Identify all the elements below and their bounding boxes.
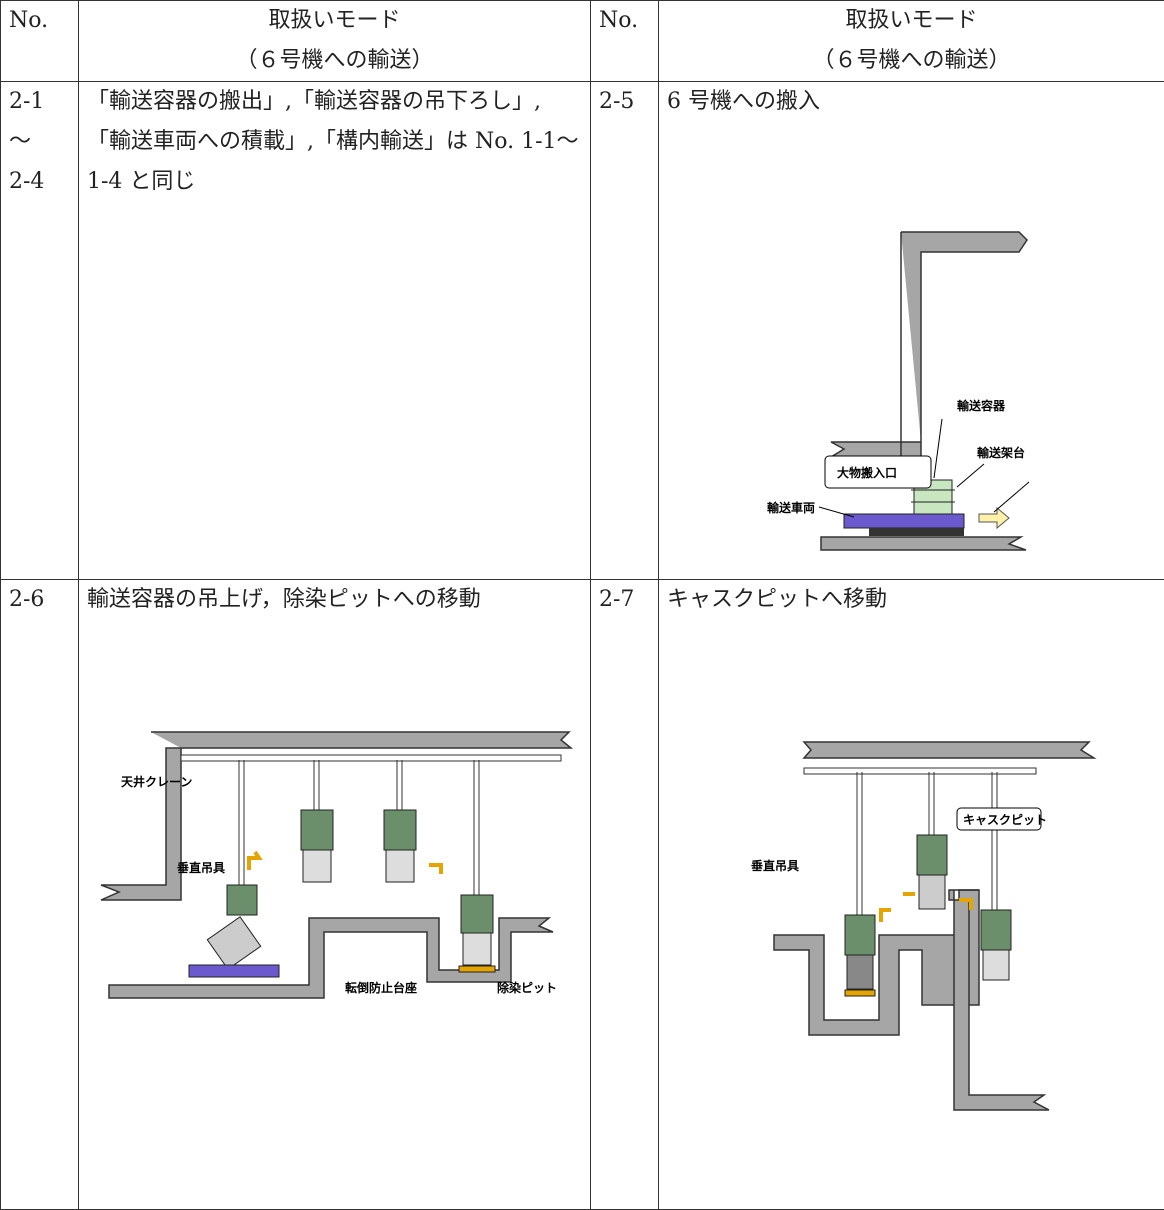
casks bbox=[189, 810, 495, 977]
mode-cell: 「輸送容器の搬出」,「輸送容器の吊下ろし」,「輸送車両への積載」,「構内輸送」は… bbox=[79, 82, 591, 580]
pit-wall bbox=[774, 890, 979, 1035]
header-mode: 取扱いモード（６号機への輸送） bbox=[659, 1, 1164, 82]
mode-text: 「輸送容器の搬出」,「輸送容器の吊下ろし」,「輸送車両への積載」,「構内輸送」は… bbox=[87, 82, 582, 202]
row: 2-1～2-4 「輸送容器の搬出」,「輸送容器の吊下ろし」,「輸送車両への積載」… bbox=[1, 82, 1164, 580]
no-cell: 2-1～2-4 bbox=[1, 82, 79, 580]
ceiling bbox=[804, 742, 1094, 758]
figure-label: 輸送車両 bbox=[767, 500, 815, 515]
header-mode: 取扱いモード（６号機への輸送） bbox=[79, 1, 591, 82]
no: ～ bbox=[9, 122, 78, 162]
header-no: No. bbox=[1, 1, 79, 82]
mode-cell: キャスクピットへ移動 キャスクピット bbox=[659, 580, 1164, 1210]
header-line: （６号機への輸送） bbox=[659, 41, 1164, 81]
figure-label: 大物搬入口 bbox=[837, 465, 897, 480]
crane-rail bbox=[804, 768, 1036, 774]
vehicle bbox=[844, 514, 964, 528]
figure-label: 垂直吊具 bbox=[751, 858, 799, 873]
header-line: 取扱いモード bbox=[79, 1, 590, 41]
no: 2-5 bbox=[599, 82, 658, 122]
no: 2-1 bbox=[9, 82, 78, 122]
figure: 天井クレーン 垂直吊具 転倒防止台座 除染ピット bbox=[79, 580, 591, 1210]
no-cell: 2-7 bbox=[591, 580, 659, 1210]
hangers bbox=[239, 760, 479, 895]
leader bbox=[994, 482, 1029, 512]
figure-label: キャスクピット bbox=[963, 813, 1047, 827]
no-cell: 2-5 bbox=[591, 82, 659, 580]
header-line: 取扱いモード bbox=[659, 1, 1164, 41]
row: 2-6 輸送容器の吊上げ，除染ピットへの移動 bbox=[1, 580, 1164, 1210]
leader bbox=[934, 419, 942, 478]
figure-label: 垂直吊具 bbox=[177, 860, 225, 875]
figure-label: 除染ピット bbox=[497, 980, 557, 995]
figure-label: 輸送架台 bbox=[977, 445, 1025, 460]
figure-label: 輸送容器 bbox=[957, 398, 1006, 413]
no-cell: 2-6 bbox=[1, 580, 79, 1210]
header-line: （６号機への輸送） bbox=[79, 41, 590, 81]
no: 2-4 bbox=[9, 162, 78, 202]
figure: 輸送容器 輸送架台 大物搬入口 輸送車両 bbox=[659, 82, 1164, 580]
no: 2-6 bbox=[9, 580, 78, 620]
figure-label: 転倒防止台座 bbox=[345, 980, 417, 995]
mode-cell: 輸送容器の吊上げ，除染ピットへの移動 bbox=[79, 580, 591, 1210]
floor bbox=[821, 537, 1026, 550]
header-no: No. bbox=[591, 1, 659, 82]
header-row: No. 取扱いモード（６号機への輸送） No. 取扱いモード（６号機への輸送） bbox=[1, 1, 1164, 82]
crane-rail bbox=[181, 755, 561, 761]
mode-cell: 6 号機への搬入 輸送容器 輸送架台 大物搬入口 輸送車両 bbox=[659, 82, 1164, 580]
arrow bbox=[979, 508, 1009, 528]
no: 2-7 bbox=[599, 580, 658, 620]
figure: キャスクピット 垂直吊具 bbox=[659, 580, 1164, 1210]
leader bbox=[819, 507, 854, 517]
leader bbox=[957, 464, 984, 487]
wall bbox=[831, 232, 1027, 457]
figure-label: 天井クレーン bbox=[121, 774, 192, 789]
wheels bbox=[869, 528, 964, 536]
